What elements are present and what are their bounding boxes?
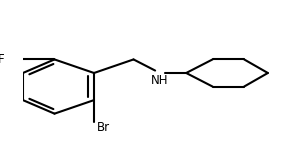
Text: F: F <box>0 53 5 66</box>
Text: NH: NH <box>151 74 169 88</box>
Text: Br: Br <box>97 121 110 134</box>
